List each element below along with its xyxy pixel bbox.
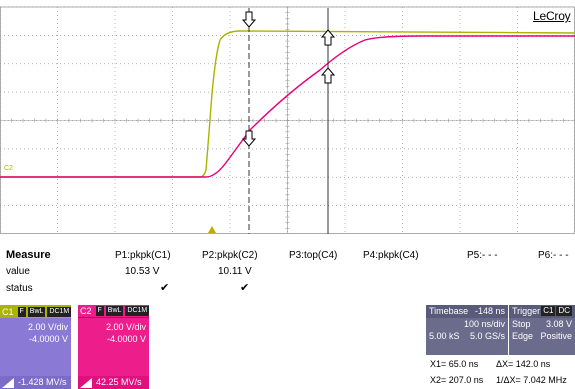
channel-2-descriptor[interactable]: C2 F BwL DC1M 2.00 V/div -4.0000 V 42.25… [78, 305, 150, 389]
trigger-coupling: DC [556, 306, 572, 316]
ramp-icon [80, 378, 92, 388]
param-p2-label[interactable]: P2:pkpk(C2) [202, 250, 258, 261]
channel-1-offset: -4.0000 V [28, 334, 68, 344]
channel-2-tag-coupling: DC1M [125, 306, 150, 316]
channel-1-tag-bwl: BwL [27, 306, 46, 317]
trigger-slope: Positive [540, 331, 572, 341]
channel-2-tag-filter: F [95, 306, 104, 316]
cursor-x1-readout: X1= 65.0 ns [430, 359, 479, 369]
trigger-channel: C1 [541, 306, 556, 316]
param-p5-label[interactable]: P5:- - - [467, 250, 498, 261]
channel-2-trace [0, 35, 575, 178]
timebase-delay: -148 ns [474, 306, 505, 316]
param-p1-status-check-icon: ✔ [160, 282, 170, 294]
cursor-dx-readout: ΔX= 142.0 ns [496, 359, 551, 369]
timebase-samples: 5.00 kS [429, 331, 460, 341]
channel-1-descriptor[interactable]: C1 F BwL DC1M 2.00 V/div -4.0000 V -1.42… [0, 305, 72, 389]
trigger-type: Edge [512, 331, 534, 341]
waveform-display[interactable]: C2 [0, 0, 575, 234]
timebase-tdiv: 100 ns/div [463, 319, 505, 329]
channel-1-trace [0, 30, 575, 178]
trigger-descriptor[interactable]: Trigger C1 DC Stop 3.08 V Edge Positive [509, 305, 575, 355]
param-p1-label[interactable]: P1:pkpk(C1) [115, 250, 171, 261]
trigger-marker-icon [208, 226, 216, 233]
cursor-arrow-down-icon[interactable] [241, 11, 257, 28]
param-p2-value: 10.11 V [218, 266, 252, 277]
channel-2-slew: 42.25 MV/s [96, 377, 142, 387]
channel-1-tag-filter: F [17, 306, 26, 317]
timebase-rate: 5.0 GS/s [469, 331, 505, 341]
trigger-mode: Stop [512, 319, 531, 329]
cursor-x2-readout: X2= 207.0 ns [430, 375, 484, 385]
cursor-arrow-up-icon[interactable] [320, 67, 336, 84]
channel-2-offset: -4.0000 V [106, 334, 146, 344]
timebase-descriptor[interactable]: Timebase -148 ns 100 ns/div 5.00 kS 5.0 … [426, 305, 508, 355]
timebase-label: Timebase [429, 306, 469, 316]
channel-2-name: C2 [80, 306, 92, 316]
ramp-icon [2, 378, 14, 388]
param-p6-label[interactable]: P6:- - - [538, 250, 569, 261]
param-p1-value: 10.53 V [125, 266, 160, 277]
measure-row-label-value: value [6, 266, 30, 277]
channel-2-slew-readout: 42.25 MV/s [78, 376, 149, 389]
channel-1-name: C1 [2, 306, 14, 317]
cursor-inv-dx-readout: 1/ΔX= 7.042 MHz [496, 375, 567, 385]
cursor-arrow-up-icon[interactable] [320, 29, 336, 46]
channel-1-tag-coupling: DC1M [47, 306, 72, 317]
channel-2-tag-bwl: BwL [105, 306, 124, 316]
trigger-label: Trigger [512, 306, 541, 316]
measure-row-label-status: status [6, 283, 33, 294]
channel-1-vdiv: 2.00 V/div [27, 322, 68, 332]
param-p3-label[interactable]: P3:top(C4) [289, 250, 338, 261]
param-p2-status-check-icon: ✔ [240, 282, 250, 294]
trigger-level: 3.08 V [545, 319, 572, 329]
channel-1-slew: -1.428 MV/s [18, 377, 67, 387]
ground-marker-label: C2 [4, 165, 13, 172]
channel-2-vdiv: 2.00 V/div [105, 322, 146, 332]
param-p4-label[interactable]: P4:pkpk(C4) [363, 250, 419, 261]
brand-logo: LeCroy [533, 9, 571, 23]
cursor-arrow-down-icon[interactable] [241, 130, 257, 147]
channel-1-slew-readout: -1.428 MV/s [0, 376, 71, 389]
measure-title: Measure [6, 249, 51, 261]
